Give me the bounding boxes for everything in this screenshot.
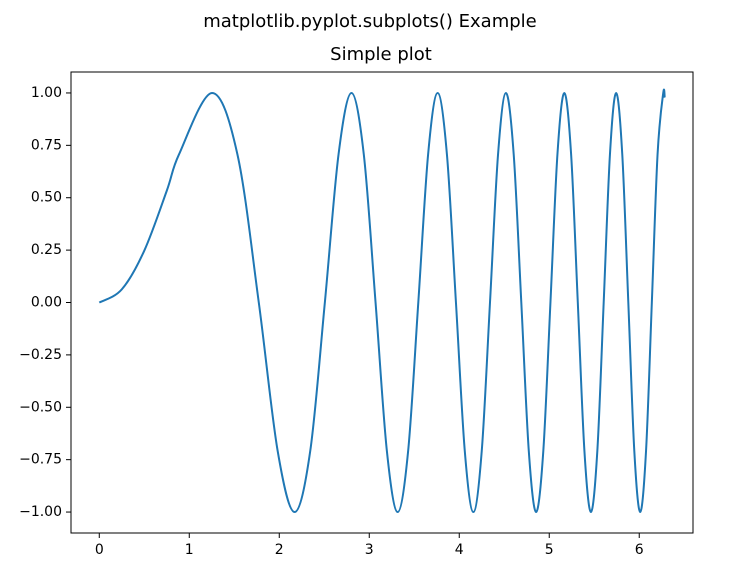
x-tick-label: 3 bbox=[365, 542, 374, 558]
y-tick-label: 0.50 bbox=[31, 190, 62, 206]
x-tick-label: 1 bbox=[185, 542, 194, 558]
y-tick-label: −0.25 bbox=[19, 347, 62, 363]
x-tick-label: 4 bbox=[455, 542, 464, 558]
y-tick-label: 0.75 bbox=[31, 137, 62, 153]
y-tick-label: 1.00 bbox=[31, 85, 62, 101]
x-tick-label: 6 bbox=[635, 542, 644, 558]
x-tick-label: 5 bbox=[545, 542, 554, 558]
y-tick-label: −0.50 bbox=[19, 399, 62, 415]
x-tick-label: 2 bbox=[275, 542, 284, 558]
line bbox=[98, 88, 666, 514]
y-tick-label: −0.75 bbox=[19, 452, 62, 468]
y-tick-label: 0.00 bbox=[31, 295, 62, 311]
chart-title: Simple plot bbox=[330, 44, 432, 65]
axes-frame bbox=[70, 71, 694, 534]
suptitle: matplotlib.pyplot.subplots() Example bbox=[203, 11, 537, 32]
y-tick-label: −1.00 bbox=[19, 504, 62, 520]
x-tick-label: 0 bbox=[95, 542, 104, 558]
y-tick-label: 0.25 bbox=[31, 242, 62, 258]
